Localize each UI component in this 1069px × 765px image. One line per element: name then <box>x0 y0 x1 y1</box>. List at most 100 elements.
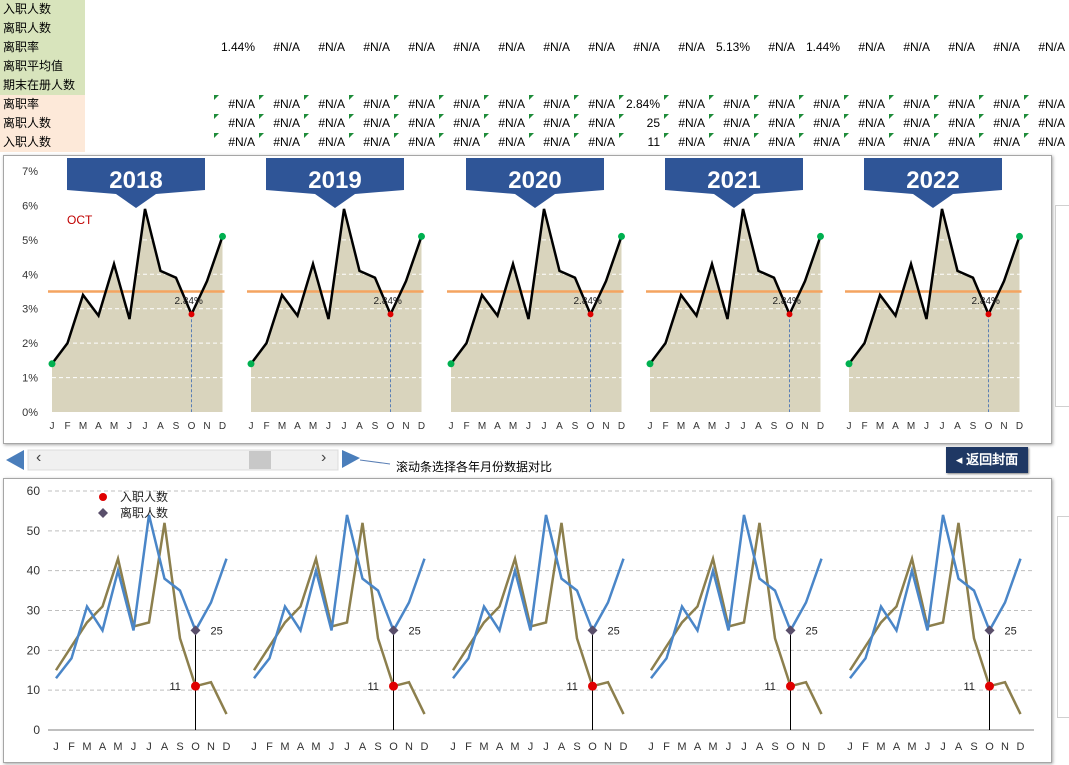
table-cell[interactable]: #N/A <box>977 114 1022 133</box>
table-cell[interactable]: #N/A <box>257 114 302 133</box>
table-cell[interactable]: #N/A <box>482 95 527 114</box>
table-cell[interactable]: #N/A <box>527 133 572 152</box>
table-cell[interactable]: #N/A <box>948 40 975 54</box>
table-cell[interactable]: #N/A <box>302 133 347 152</box>
table-cell[interactable]: #N/A <box>932 133 977 152</box>
table-cell[interactable]: #N/A <box>903 40 930 54</box>
table-cell[interactable]: 1.44% <box>805 40 840 54</box>
table-cell[interactable]: #N/A <box>662 114 707 133</box>
table-cell[interactable]: #N/A <box>437 133 482 152</box>
table-cell[interactable]: #N/A <box>212 133 257 152</box>
back-to-cover-button[interactable]: ◂ 返回封面 <box>946 447 1028 473</box>
table-cell[interactable]: #N/A <box>482 133 527 152</box>
table-cell[interactable]: #N/A <box>302 95 347 114</box>
table-cell[interactable]: #N/A <box>1022 114 1067 133</box>
table-cell[interactable]: #N/A <box>347 95 392 114</box>
table-cell[interactable]: #N/A <box>887 133 932 152</box>
table-cell[interactable]: #N/A <box>633 40 660 54</box>
table-cell[interactable]: 25 <box>617 114 662 133</box>
table-cell[interactable]: #N/A <box>212 114 257 133</box>
table-cell[interactable]: #N/A <box>527 114 572 133</box>
table-cell[interactable]: #N/A <box>858 40 885 54</box>
table-cell[interactable]: #N/A <box>707 114 752 133</box>
table-cell[interactable]: #N/A <box>572 95 617 114</box>
rate-line <box>250 208 423 365</box>
table-cell[interactable]: #N/A <box>212 95 257 114</box>
table-cell[interactable]: #N/A <box>588 40 615 54</box>
table-cell[interactable]: #N/A <box>797 95 842 114</box>
table-cell[interactable]: #N/A <box>408 40 435 54</box>
table-cell[interactable]: #N/A <box>993 40 1020 54</box>
table-cell[interactable]: #N/A <box>1038 40 1065 54</box>
table-cell[interactable]: #N/A <box>347 133 392 152</box>
x-tick-label: A <box>693 421 700 432</box>
table-cell[interactable]: #N/A <box>887 114 932 133</box>
table-cell[interactable]: #N/A <box>363 40 390 54</box>
table-cell[interactable]: #N/A <box>482 114 527 133</box>
row-label: 入职人数 <box>0 133 85 152</box>
scroll-right-icon[interactable]: › <box>321 449 327 466</box>
table-cell[interactable]: #N/A <box>887 95 932 114</box>
scrollbar-thumb[interactable] <box>249 451 271 469</box>
table-cell[interactable]: #N/A <box>707 95 752 114</box>
table-cell[interactable]: #N/A <box>678 40 705 54</box>
scroll-left-icon[interactable]: ‹ <box>36 449 42 466</box>
table-cell[interactable]: #N/A <box>437 95 482 114</box>
x-tick-label: N <box>604 741 612 753</box>
table-cell[interactable]: #N/A <box>498 40 525 54</box>
table-cell[interactable]: #N/A <box>932 114 977 133</box>
turnover-rate-chart: 0%1%2%3%4%5%6%7%2.84%J F M A M J J A S O N D20182.8… <box>22 158 1023 432</box>
table-cell[interactable]: #N/A <box>318 40 345 54</box>
table-cell[interactable]: #N/A <box>842 114 887 133</box>
table-cell[interactable]: #N/A <box>392 114 437 133</box>
table-cell[interactable]: 2.84% <box>617 95 662 114</box>
table-cell[interactable]: #N/A <box>1022 95 1067 114</box>
table-cell[interactable]: #N/A <box>257 95 302 114</box>
year-banner-shape <box>266 158 404 208</box>
table-cell[interactable]: #N/A <box>572 114 617 133</box>
table-cell[interactable]: #N/A <box>752 114 797 133</box>
table-cell[interactable]: 11 <box>617 133 662 152</box>
table-cell[interactable]: #N/A <box>797 133 842 152</box>
x-tick-label: M <box>907 421 915 432</box>
table-cell[interactable]: #N/A <box>257 133 302 152</box>
table-cell[interactable]: #N/A <box>768 40 795 54</box>
x-tick-label: A <box>294 421 301 432</box>
selected-month-point <box>188 311 195 318</box>
month-scrollbar[interactable] <box>27 449 339 471</box>
x-tick-label: J <box>741 421 746 432</box>
table-cell[interactable]: #N/A <box>842 95 887 114</box>
table-cell[interactable]: #N/A <box>662 95 707 114</box>
table-cell[interactable]: #N/A <box>437 114 482 133</box>
table-cell[interactable]: #N/A <box>932 95 977 114</box>
leave-line <box>55 514 228 679</box>
table-cell[interactable]: #N/A <box>527 95 572 114</box>
table-cell[interactable]: 1.44% <box>220 40 255 54</box>
table-cell[interactable]: #N/A <box>977 133 1022 152</box>
table-cell[interactable]: #N/A <box>392 95 437 114</box>
x-tick-label: J <box>449 421 454 432</box>
year-banner: 2022 <box>864 158 1002 208</box>
row-label: 离职率 <box>0 95 85 114</box>
next-year-arrow[interactable] <box>342 450 360 468</box>
table-cell[interactable]: #N/A <box>453 40 480 54</box>
table-cell[interactable]: #N/A <box>347 114 392 133</box>
table-cell[interactable]: #N/A <box>797 114 842 133</box>
table-cell[interactable]: 5.13% <box>715 40 750 54</box>
table-cell[interactable]: #N/A <box>302 114 347 133</box>
prev-year-arrow[interactable] <box>6 450 24 470</box>
table-cell[interactable]: #N/A <box>392 133 437 152</box>
table-cell[interactable]: #N/A <box>662 133 707 152</box>
table-cell[interactable]: #N/A <box>572 133 617 152</box>
table-cell[interactable]: #N/A <box>707 133 752 152</box>
table-cell[interactable]: #N/A <box>752 133 797 152</box>
table-cell[interactable]: #N/A <box>273 40 300 54</box>
table-cell[interactable]: #N/A <box>752 95 797 114</box>
table-cell[interactable]: #N/A <box>543 40 570 54</box>
start-point <box>845 360 853 368</box>
table-cell[interactable]: #N/A <box>1022 133 1067 152</box>
table-cell[interactable]: #N/A <box>977 95 1022 114</box>
table-cell[interactable]: #N/A <box>842 133 887 152</box>
